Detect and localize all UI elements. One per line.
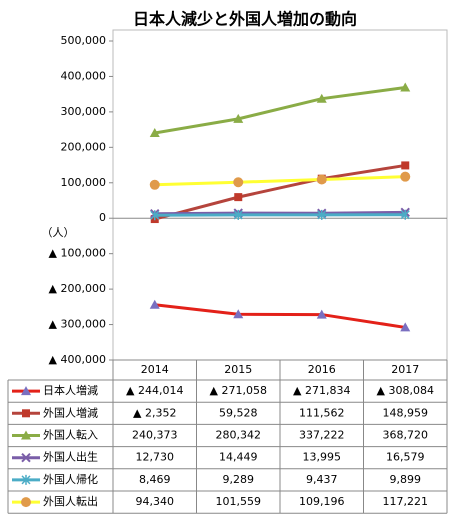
data-point [400, 82, 411, 92]
data-point [149, 179, 160, 190]
table-value: ▲ 271,058 [210, 384, 267, 397]
data-point [149, 128, 160, 138]
y-tick-label: 100,000 [61, 176, 107, 189]
table-value: ▲ 308,084 [377, 384, 434, 397]
legend-marker [21, 474, 31, 485]
legend-label: 外国人転出 [43, 494, 98, 508]
y-tick-label: 500,000 [61, 34, 107, 47]
table-value: 14,449 [219, 451, 258, 464]
table-value: 9,899 [390, 473, 422, 486]
data-point [400, 171, 411, 182]
x-tick-label: 2014 [141, 363, 169, 376]
data-point [233, 209, 243, 220]
table-value: ▲ 271,834 [293, 384, 350, 397]
table-value: 16,579 [386, 451, 425, 464]
data-point [149, 299, 160, 309]
table-value: 117,221 [383, 495, 429, 508]
table-value: 9,289 [223, 473, 255, 486]
data-point [316, 309, 327, 319]
legend-marker [22, 409, 30, 418]
plot-border [112, 29, 448, 361]
table-value: 59,528 [219, 406, 258, 419]
legend-marker [21, 497, 31, 508]
table-value: 368,720 [383, 429, 429, 442]
x-tick-label: 2016 [308, 363, 336, 376]
data-point [234, 193, 243, 202]
data-point [316, 174, 327, 185]
x-tick-label: 2015 [224, 363, 252, 376]
series-line [154, 210, 406, 216]
y-tick-label: 0 [99, 211, 106, 224]
table-value: ▲ 2,352 [133, 406, 176, 419]
series-line [154, 163, 406, 221]
legend-label: 外国人転入 [43, 429, 98, 442]
table-value: 94,340 [136, 495, 175, 508]
x-tick-label: 2017 [391, 363, 419, 376]
chart-title: 日本人減少と外国人増加の動向 [133, 10, 357, 29]
y-tick-label: 200,000 [61, 140, 107, 153]
y-tick-label: ▲ 100,000 [49, 247, 106, 260]
data-point [233, 177, 244, 188]
data-point [233, 113, 244, 123]
y-axis-label: （人） [42, 226, 75, 239]
data-point [400, 209, 410, 220]
table-value: 240,373 [132, 429, 178, 442]
series-line [154, 303, 406, 329]
table-value: 280,342 [216, 429, 262, 442]
table-value: ▲ 244,014 [126, 384, 183, 397]
table-value: 101,559 [216, 495, 262, 508]
y-tick-label: ▲ 300,000 [49, 318, 106, 331]
data-point [400, 322, 411, 332]
legend-marker [21, 386, 31, 396]
legend-label: 日本人増減 [43, 383, 98, 397]
table-value: 111,562 [299, 406, 345, 419]
data-point [150, 210, 160, 221]
data-point [317, 209, 327, 220]
y-tick-label: ▲ 200,000 [49, 282, 106, 295]
table-value: 148,959 [383, 406, 429, 419]
series-line [154, 86, 406, 135]
legend-marker [21, 452, 31, 463]
series-line [154, 175, 406, 187]
y-tick-label: ▲ 400,000 [49, 353, 106, 366]
legend-label: 外国人帰化 [43, 472, 98, 486]
legend-marker [21, 430, 31, 440]
table-value: 337,222 [299, 429, 345, 442]
legend-label: 外国人増減 [43, 405, 98, 419]
data-point [401, 161, 410, 170]
y-tick-label: 400,000 [61, 69, 107, 82]
y-tick-label: 300,000 [61, 105, 107, 118]
series-line [154, 213, 406, 217]
table-value: 12,730 [136, 451, 175, 464]
table-value: 8,469 [139, 473, 171, 486]
data-point [316, 93, 327, 103]
data-point [233, 309, 244, 319]
table-value: 9,437 [306, 473, 338, 486]
table-value: 109,196 [299, 495, 345, 508]
legend-label: 外国人出生 [43, 450, 98, 464]
table-value: 13,995 [303, 451, 342, 464]
